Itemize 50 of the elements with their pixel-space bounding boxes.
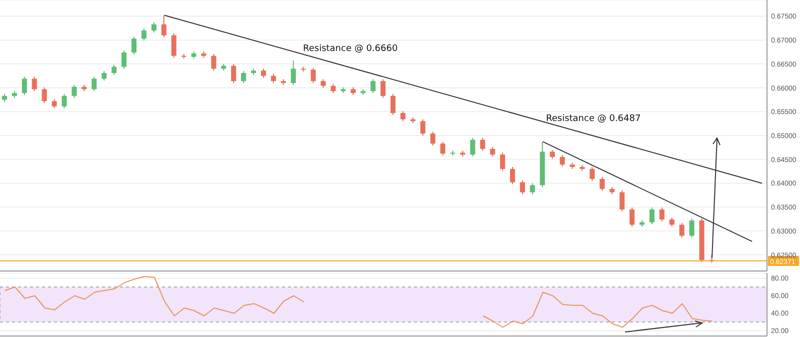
candlestick (211, 53, 216, 72)
candlestick (42, 86, 47, 104)
candlestick (260, 68, 266, 78)
candlestick (241, 70, 246, 84)
candlestick (430, 131, 436, 146)
candlestick (72, 84, 77, 98)
candlestick (370, 78, 376, 94)
candlestick (530, 182, 535, 195)
candlestick (22, 76, 27, 96)
candlestick (659, 207, 664, 222)
candlestick (92, 76, 97, 92)
candlestick (420, 118, 426, 136)
candlestick (112, 64, 117, 76)
candlestick (490, 146, 496, 157)
candlestick (669, 217, 674, 228)
annotation: Resistance @ 0.6487 (546, 114, 641, 124)
candlestick (510, 166, 516, 185)
candlestick (400, 110, 406, 122)
candlestick (590, 166, 595, 182)
candlestick (122, 50, 127, 70)
candlestick (689, 218, 694, 238)
candlestick (290, 60, 296, 86)
candlestick (480, 137, 486, 152)
candlestick (32, 76, 37, 92)
candlestick (679, 222, 684, 238)
candlestick (380, 78, 386, 98)
candlestick (102, 70, 107, 82)
candlestick (231, 63, 236, 84)
candlestick (131, 36, 136, 55)
candlestick (62, 93, 67, 109)
candlestick (470, 137, 476, 157)
candlestick (310, 67, 316, 84)
candlestick (649, 207, 654, 225)
candlestick (141, 28, 146, 42)
candlestick (52, 98, 57, 109)
candlestick (270, 73, 276, 84)
candlestick (330, 83, 336, 94)
candlestick (440, 141, 446, 156)
annotation: Resistance @ 0.6660 (303, 44, 398, 54)
candlestick (550, 149, 555, 160)
candlestick (161, 14, 166, 38)
candlestick (390, 93, 396, 116)
candlestick (500, 152, 506, 172)
candlestick (151, 22, 156, 33)
candlestick (520, 180, 525, 195)
candlestick (600, 176, 605, 192)
candlestick (171, 32, 176, 58)
candlestick (630, 207, 635, 228)
candlestick (560, 154, 565, 168)
candlestick (620, 190, 625, 212)
